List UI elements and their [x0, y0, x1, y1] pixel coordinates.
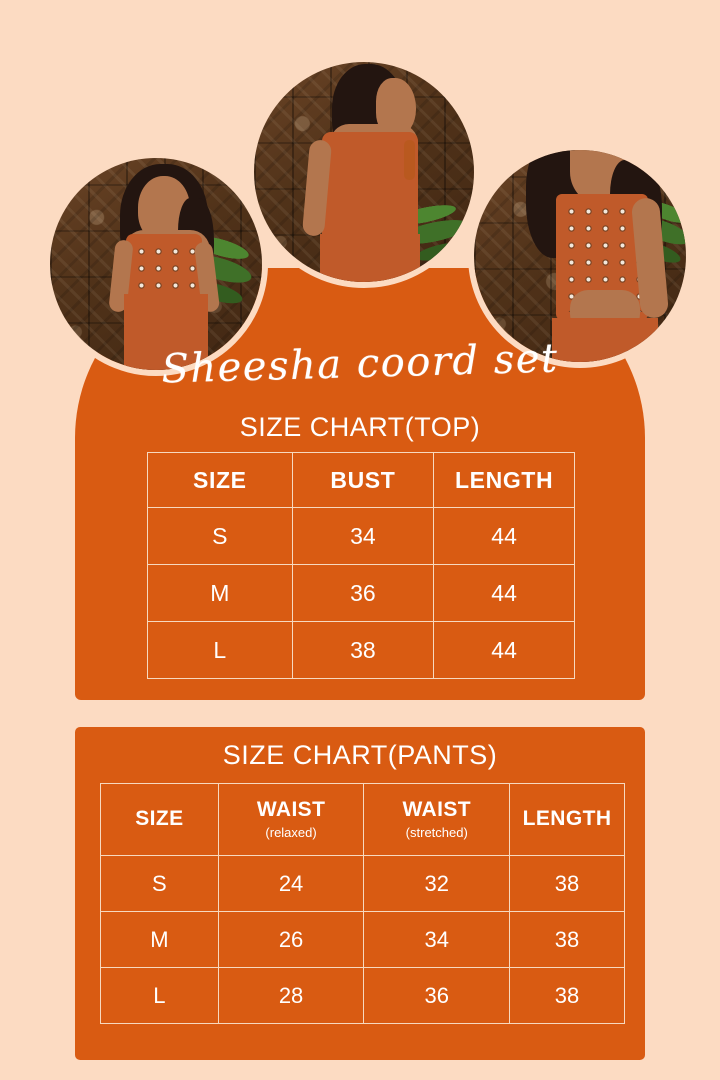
table-row: L 38 44 — [147, 621, 575, 679]
cell-waist-relaxed: 28 — [217, 967, 365, 1024]
cell-length: 44 — [433, 564, 575, 622]
table-header-row: SIZE BUST LENGTH — [147, 452, 575, 508]
cell-waist-stretched: 36 — [363, 967, 511, 1024]
table-header-row: SIZE WAIST (relaxed) WAIST (stretched) L… — [100, 783, 625, 856]
table-row: S 24 32 38 — [100, 855, 625, 912]
cell-size: L — [100, 967, 219, 1024]
header-waist-relaxed-main: WAIST — [256, 798, 326, 822]
cell-size: M — [147, 564, 293, 622]
model-pants-back — [320, 234, 420, 282]
table-row: L 28 36 38 — [100, 967, 625, 1024]
size-chart-pants-heading: SIZE CHART(PANTS) — [222, 740, 498, 770]
header-waist-stretched: WAIST (stretched) — [363, 783, 511, 856]
product-photo-group — [0, 0, 720, 400]
cell-length: 44 — [433, 621, 575, 679]
cell-length: 38 — [509, 911, 625, 968]
cell-length: 38 — [509, 855, 625, 912]
model-pants-closeup — [552, 318, 658, 362]
header-waist-relaxed-sub: (relaxed) — [265, 824, 317, 840]
cell-size: S — [100, 855, 219, 912]
cell-waist-relaxed: 26 — [217, 911, 365, 968]
table-row: M 26 34 38 — [100, 911, 625, 968]
cell-length: 38 — [509, 967, 625, 1024]
model-top-back — [322, 132, 418, 240]
model-back-view-photo — [248, 56, 480, 288]
model-detail-closeup-photo — [468, 144, 692, 368]
header-length: LENGTH — [509, 783, 625, 856]
cell-bust: 36 — [291, 564, 435, 622]
header-size-main: SIZE — [135, 807, 184, 831]
mirror-work-detail — [130, 240, 198, 294]
header-length-main: LENGTH — [522, 807, 612, 831]
cell-length: 44 — [433, 507, 575, 565]
header-bust: BUST — [291, 452, 435, 508]
cell-waist-stretched: 32 — [363, 855, 511, 912]
table-row: S 34 44 — [147, 507, 575, 565]
header-size: SIZE — [147, 452, 293, 508]
header-waist-relaxed: WAIST (relaxed) — [217, 783, 365, 856]
model-shoulder-tassel — [404, 140, 415, 180]
cell-waist-stretched: 34 — [363, 911, 511, 968]
header-size: SIZE — [100, 783, 219, 856]
size-chart-top-table: SIZE BUST LENGTH S 34 44 M 36 44 L 38 44 — [147, 452, 575, 679]
header-length: LENGTH — [433, 452, 575, 508]
model-front-full-photo — [44, 152, 268, 376]
cell-bust: 38 — [291, 621, 435, 679]
header-waist-stretched-main: WAIST — [402, 798, 471, 822]
size-chart-pants-table: SIZE WAIST (relaxed) WAIST (stretched) L… — [100, 783, 625, 1024]
cell-size: L — [147, 621, 293, 679]
cell-size: M — [100, 911, 219, 968]
cell-waist-relaxed: 24 — [217, 855, 365, 912]
model-pants-garment — [124, 294, 208, 370]
cell-bust: 34 — [291, 507, 435, 565]
size-chart-top-heading: SIZE CHART(TOP) — [239, 412, 481, 442]
header-waist-stretched-sub: (stretched) — [405, 824, 468, 840]
cell-size: S — [147, 507, 293, 565]
table-row: M 36 44 — [147, 564, 575, 622]
